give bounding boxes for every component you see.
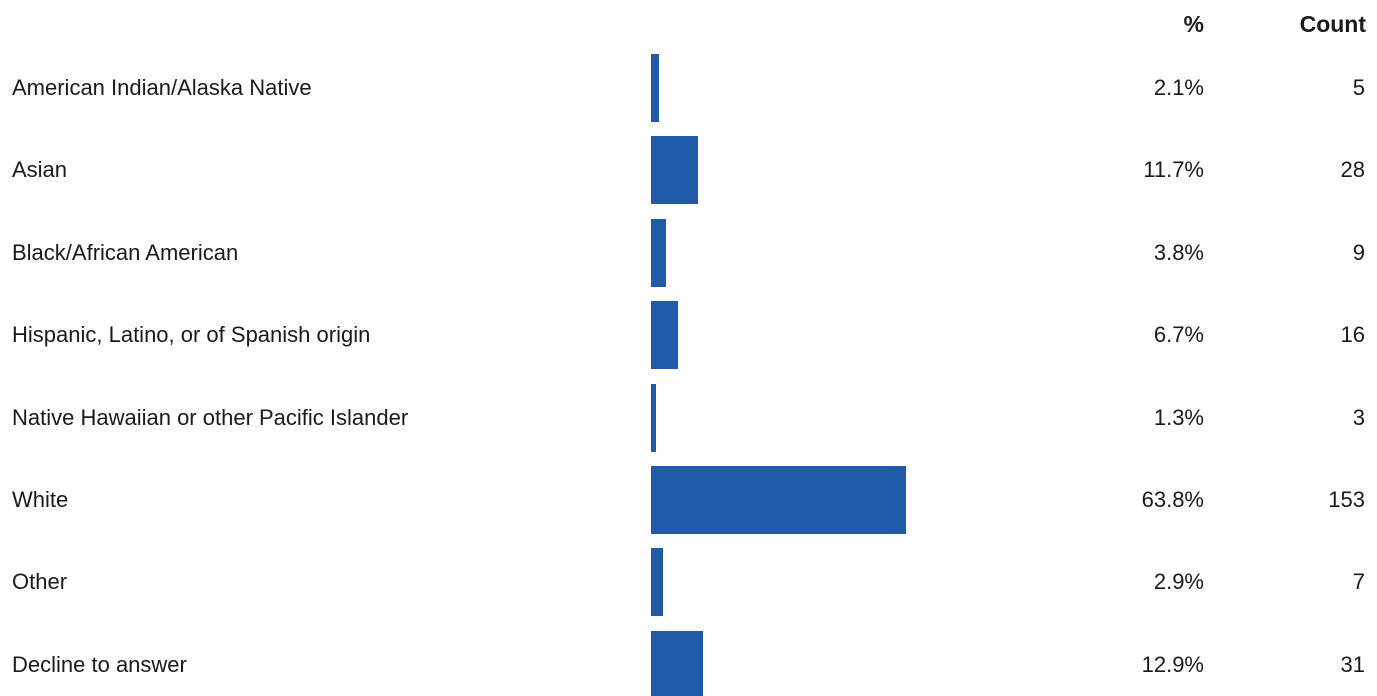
count-value: 153 [1328,487,1365,512]
category-label: Hispanic, Latino, or of Spanish origin [12,322,371,348]
count-value: 28 [1340,157,1365,183]
bar [651,218,667,287]
bar [651,54,660,122]
category-label: Decline to answer [12,651,187,677]
table-row: American Indian/Alaska Native 2.1% 5 [0,54,1377,122]
count-value: 9 [1352,239,1365,265]
category-label: White [12,487,69,512]
bar [651,136,698,205]
table-row: Hispanic, Latino, or of Spanish origin 6.… [0,301,1377,370]
percent-value: 2.9% [1153,569,1204,595]
count-column-header: Count [1299,11,1366,37]
count-value: 31 [1340,651,1365,677]
percent-value: 63.8% [1141,487,1204,512]
bar [651,383,657,452]
count-value: 3 [1352,404,1365,430]
count-value: 5 [1352,75,1365,100]
bar [651,466,907,534]
category-label: Asian [12,157,68,183]
table-row: Decline to answer 12.9% 31 [0,630,1377,696]
bar [651,548,663,617]
bar [651,630,703,696]
table-row: Asian 11.7% 28 [0,136,1377,205]
bar [651,301,678,370]
category-label: American Indian/Alaska Native [12,75,312,100]
count-value: 16 [1340,322,1365,348]
percent-value: 11.7% [1143,157,1204,183]
category-label: Black/African American [12,239,239,265]
table-row: Native Hawaiian or other Pacific Islande… [0,383,1377,452]
percent-value: 3.8% [1153,239,1204,265]
category-label: Other [12,569,68,595]
table-row: White 63.8% 153 [0,466,1377,534]
percent-value: 1.3% [1153,404,1204,430]
category-label: Native Hawaiian or other Pacific Islande… [12,404,409,430]
percent-value: 2.1% [1153,75,1204,100]
percent-value: 12.9% [1141,651,1204,677]
percent-value: 6.7% [1153,322,1204,348]
table-row: Black/African American 3.8% 9 [0,218,1377,287]
count-value: 7 [1352,569,1365,595]
percent-column-header: % [1183,11,1204,37]
table-row: Other 2.9% 7 [0,548,1377,617]
